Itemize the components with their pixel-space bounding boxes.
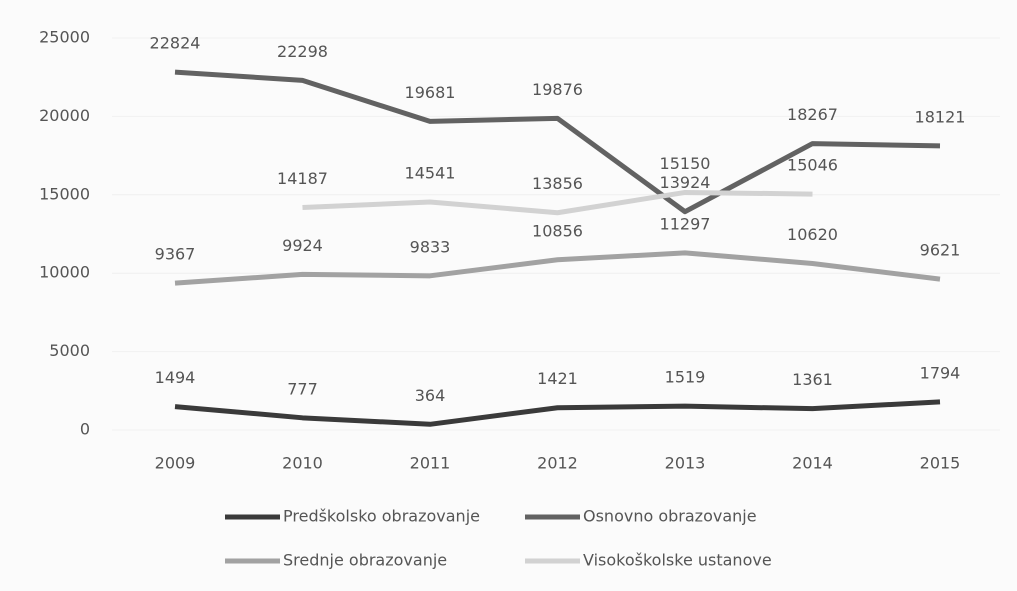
data-label: 1519 xyxy=(665,368,706,387)
series-line xyxy=(174,399,941,427)
data-label: 19681 xyxy=(405,83,456,102)
data-label: 10620 xyxy=(787,225,838,244)
data-label: 9924 xyxy=(282,236,323,255)
data-label: 11297 xyxy=(660,214,711,233)
x-tick-label: 2015 xyxy=(920,454,961,473)
data-label: 9833 xyxy=(410,237,451,256)
data-label: 1421 xyxy=(537,369,578,388)
data-label: 22298 xyxy=(277,42,328,61)
y-tick-label: 5000 xyxy=(49,341,90,360)
data-label: 15150 xyxy=(660,154,711,173)
x-tick-label: 2012 xyxy=(537,454,578,473)
x-tick-label: 2010 xyxy=(282,454,323,473)
x-tick-label: 2009 xyxy=(155,454,196,473)
data-label: 1794 xyxy=(920,363,961,382)
y-tick-label: 25000 xyxy=(39,28,90,47)
data-label: 14187 xyxy=(277,169,328,188)
data-label: 9621 xyxy=(920,241,961,260)
legend-label: Predškolsko obrazovanje xyxy=(283,507,480,526)
data-label: 18267 xyxy=(787,105,838,124)
legend-label: Visokoškolske ustanove xyxy=(583,551,772,570)
legend-label: Srednje obrazovanje xyxy=(283,551,447,570)
y-tick-label: 20000 xyxy=(39,106,90,125)
y-tick-label: 0 xyxy=(80,420,90,439)
data-label: 13924 xyxy=(660,173,711,192)
data-label: 13856 xyxy=(532,174,583,193)
data-label: 9367 xyxy=(155,245,196,264)
series-line xyxy=(174,250,941,286)
data-label: 1361 xyxy=(792,370,833,389)
legend-label: Osnovno obrazovanje xyxy=(583,507,757,526)
data-label: 1494 xyxy=(155,368,196,387)
data-label: 364 xyxy=(415,386,446,405)
data-label: 18121 xyxy=(915,107,966,126)
x-tick-label: 2013 xyxy=(665,454,706,473)
y-tick-label: 10000 xyxy=(39,263,90,282)
data-label: 22824 xyxy=(150,34,201,53)
series-line xyxy=(174,69,941,215)
data-label: 14541 xyxy=(405,163,456,182)
x-tick-label: 2011 xyxy=(410,454,451,473)
data-label: 10856 xyxy=(532,221,583,240)
y-tick-label: 15000 xyxy=(39,184,90,203)
data-label: 15046 xyxy=(787,156,838,175)
series-line xyxy=(302,189,813,216)
x-tick-label: 2014 xyxy=(792,454,833,473)
data-label: 19876 xyxy=(532,80,583,99)
data-label: 777 xyxy=(287,379,318,398)
